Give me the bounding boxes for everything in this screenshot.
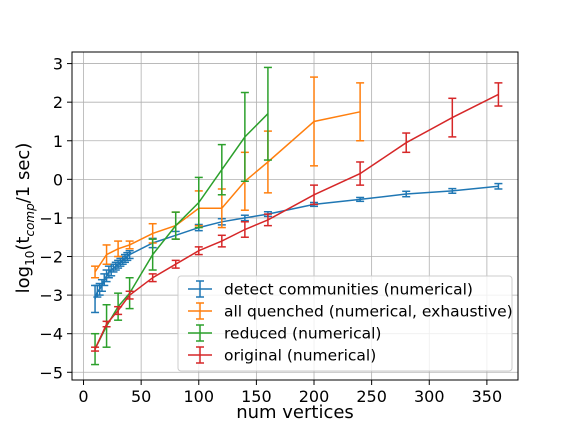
error-bar [356,196,365,203]
error-bar [240,221,249,238]
error-bar [91,265,100,279]
error-bar [102,320,111,328]
error-bar [240,91,249,183]
error-bar [263,66,272,161]
y-label-base: 10 [23,251,37,266]
legend-label: reduced (numerical) [224,325,381,343]
y-tick-label: 2 [53,93,63,112]
legend-item: all quenched (numerical, exhaustive) [188,302,513,321]
legend-label: original (numerical) [224,347,376,365]
y-label-close: /1 sec) [13,143,34,204]
y-tick-label: 3 [53,55,63,74]
error-bar [194,176,203,229]
y-label-prefix: log [13,266,34,293]
error-bar [114,305,123,316]
error-bar [217,234,226,248]
x-axis: 0 50 100 150 200 250 300 350 [78,380,502,406]
error-bar [402,190,411,198]
x-axis-label: num vertices [236,402,354,423]
error-bar [356,82,365,142]
y-tick-label: −1 [39,209,63,228]
legend-item: original (numerical) [188,346,376,365]
error-bar [240,214,249,222]
y-axis: −5 −4 −3 −2 −1 0 1 2 3 [39,55,72,382]
y-tick-label: −2 [39,248,63,267]
error-bar [402,132,411,154]
x-tick-label: 50 [131,387,151,406]
error-bar [125,249,134,260]
plot-frame [71,51,519,381]
error-bar [217,143,226,196]
error-bar [448,187,457,194]
error-bar [125,240,134,250]
x-tick-label: 150 [241,387,272,406]
legend-item: reduced (numerical) [188,324,381,343]
error-bar [263,213,272,227]
x-tick-label: 0 [78,387,88,406]
legend-label: all quenched (numerical, exhaustive) [224,303,513,321]
y-axis-label: log10(tcomp/1 sec) [13,143,37,294]
x-tick-label: 300 [414,387,445,406]
error-bar [125,290,134,300]
legend-label: detect communities (numerical) [224,281,473,299]
legend-box [177,275,513,372]
y-label-open: (t [13,237,34,251]
error-bar [356,161,365,186]
x-tick-label: 350 [472,387,503,406]
y-label-sub: comp [23,203,37,237]
error-bar [148,238,157,271]
series-line [94,111,361,273]
series-3 [91,82,503,352]
error-bar [194,246,203,256]
legend: detect communities (numerical) all quench… [177,275,513,372]
series-1 [91,76,365,279]
error-bar [448,97,457,138]
error-bar [91,346,100,352]
series-layer [91,66,503,366]
error-bar [310,76,319,167]
y-tick-label: 1 [53,132,63,151]
y-tick-label: −3 [39,286,63,305]
x-tick-label: 250 [356,387,387,406]
error-bar [171,259,180,269]
error-bar [310,184,319,206]
error-bar [148,273,157,283]
error-bar [494,182,503,190]
error-bar [114,240,123,258]
error-bar [171,211,180,240]
y-tick-label: 0 [53,170,63,189]
error-bar [102,244,111,265]
error-bar [494,82,503,107]
x-tick-label: 100 [183,387,214,406]
x-tick-label: 200 [299,387,330,406]
grid [72,52,518,380]
legend-item: detect communities (numerical) [188,280,473,299]
y-tick-label: −5 [39,363,63,382]
y-tick-label: −4 [39,325,63,344]
